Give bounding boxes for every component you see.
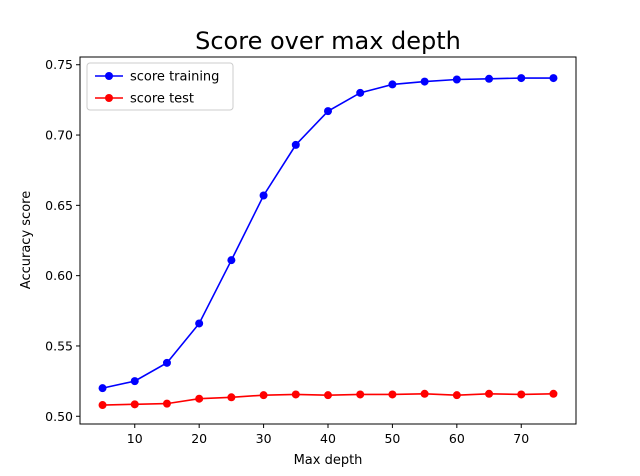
data-point bbox=[324, 391, 332, 400]
data-point bbox=[517, 74, 526, 83]
data-point bbox=[517, 390, 526, 399]
x-axis-label: Max depth bbox=[294, 453, 363, 468]
legend-box bbox=[86, 62, 234, 111]
data-point bbox=[485, 389, 494, 398]
y-tick-label: 0.55 bbox=[45, 338, 73, 353]
data-point bbox=[388, 390, 397, 399]
x-tick-label: 70 bbox=[513, 431, 529, 446]
legend-swatch-marker bbox=[105, 94, 113, 102]
data-point bbox=[195, 319, 204, 328]
data-point bbox=[130, 377, 139, 386]
data-point bbox=[452, 391, 461, 400]
x-axis: 10 20 30 40 50 60 70 bbox=[127, 424, 529, 446]
data-point bbox=[227, 256, 236, 265]
legend-item-score-test: score test bbox=[95, 92, 194, 107]
data-point bbox=[452, 75, 461, 84]
x-tick-label: 10 bbox=[127, 431, 143, 446]
data-point bbox=[324, 107, 332, 116]
y-tick-label: 0.70 bbox=[45, 128, 73, 143]
y-axis-label: Accuracy score bbox=[19, 191, 34, 289]
data-point bbox=[291, 140, 300, 149]
data-point bbox=[420, 389, 429, 398]
legend-label: score training bbox=[130, 70, 219, 85]
y-tick-label: 0.75 bbox=[45, 57, 73, 72]
data-point bbox=[549, 74, 558, 83]
legend: score training score test bbox=[86, 62, 234, 111]
y-tick-label: 0.50 bbox=[45, 409, 73, 424]
data-point bbox=[227, 393, 236, 402]
data-point bbox=[291, 390, 300, 399]
legend-swatch-marker bbox=[105, 72, 113, 80]
chart-title: Score over max depth bbox=[195, 27, 461, 55]
data-point bbox=[195, 394, 204, 403]
data-point bbox=[98, 384, 107, 393]
series-score-test bbox=[98, 389, 558, 410]
series-score-training bbox=[98, 74, 558, 393]
data-point bbox=[388, 80, 397, 89]
data-point bbox=[485, 74, 494, 83]
series-layer bbox=[98, 74, 558, 410]
data-point bbox=[259, 391, 268, 400]
data-point bbox=[420, 77, 429, 86]
x-tick-label: 20 bbox=[191, 431, 207, 446]
x-tick-label: 40 bbox=[320, 431, 336, 446]
data-point bbox=[259, 191, 268, 200]
x-tick-label: 50 bbox=[384, 431, 400, 446]
series-line-score-training bbox=[102, 77, 554, 389]
data-point bbox=[356, 390, 365, 399]
y-axis: 0.50 0.55 0.60 0.65 0.70 0.75 bbox=[45, 57, 80, 424]
data-point bbox=[98, 401, 107, 410]
legend-item-score-training: score training bbox=[95, 70, 219, 85]
data-point bbox=[162, 358, 171, 367]
data-point bbox=[130, 400, 139, 409]
x-tick-label: 30 bbox=[256, 431, 272, 446]
data-point bbox=[356, 88, 365, 97]
y-tick-label: 0.65 bbox=[45, 198, 73, 213]
data-point bbox=[162, 399, 171, 408]
data-point bbox=[549, 389, 558, 398]
y-tick-label: 0.60 bbox=[45, 268, 73, 283]
legend-label: score test bbox=[130, 92, 194, 107]
x-tick-label: 60 bbox=[449, 431, 465, 446]
